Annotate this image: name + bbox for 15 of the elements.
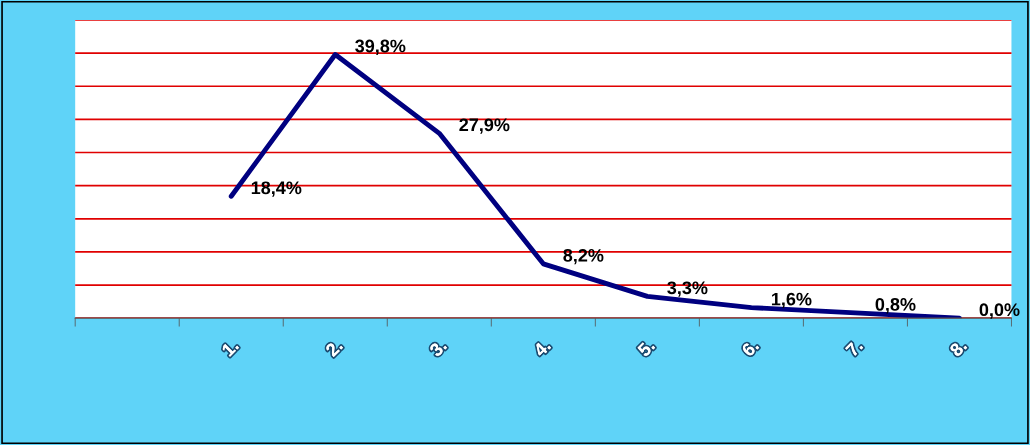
- x-tick-label: 1.: [221, 338, 239, 357]
- data-label: 0,8%: [875, 297, 916, 314]
- x-tick-label: 6.: [740, 338, 760, 358]
- data-label: 8,2%: [563, 248, 604, 265]
- x-tick-label: 3.: [428, 338, 448, 358]
- x-tick-label: 7.: [845, 338, 864, 357]
- x-tick-label: 8.: [948, 338, 968, 358]
- x-tick-label: 2.: [324, 338, 344, 358]
- data-label: 3,3%: [667, 281, 708, 297]
- x-tick-label: 4.: [532, 338, 552, 358]
- data-label: 18,4%: [251, 181, 302, 197]
- data-label: 1,6%: [771, 292, 812, 309]
- x-tick-label: 5.: [636, 338, 656, 358]
- data-label: 39,8%: [355, 39, 406, 55]
- data-label: 27,9%: [459, 118, 510, 134]
